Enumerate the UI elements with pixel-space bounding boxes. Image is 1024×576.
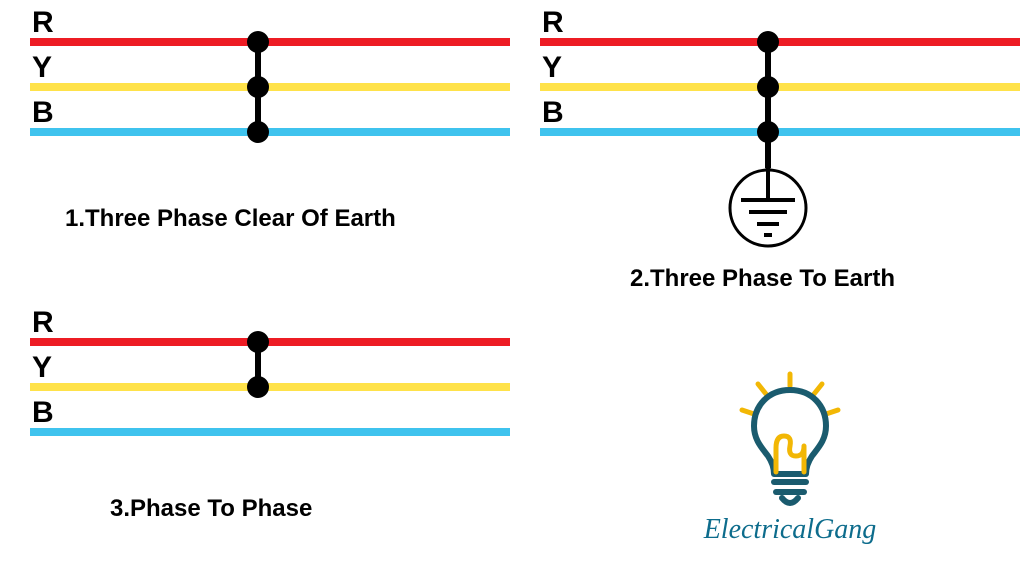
- logo: ElectricalGang: [680, 370, 900, 546]
- caption-1: 1.Three Phase Clear Of Earth: [65, 205, 396, 233]
- panel-three-phase-clear: R Y B 1.Three Phase Clear Of Earth: [10, 10, 510, 240]
- short-connector: [765, 38, 771, 168]
- bulb-icon: [730, 370, 850, 510]
- label-y: Y: [542, 51, 562, 85]
- label-r: R: [32, 6, 54, 40]
- caption-2: 2.Three Phase To Earth: [630, 265, 895, 293]
- line-r: [540, 38, 1020, 46]
- line-y: [540, 83, 1020, 91]
- label-b: B: [32, 96, 54, 130]
- label-r: R: [542, 6, 564, 40]
- node-y: [247, 376, 269, 398]
- node-r: [247, 31, 269, 53]
- label-b: B: [542, 96, 564, 130]
- logo-text: ElectricalGang: [680, 514, 900, 546]
- node-b: [247, 121, 269, 143]
- node-r: [757, 31, 779, 53]
- line-b: [540, 128, 1020, 136]
- node-y: [247, 76, 269, 98]
- ground-symbol: [727, 160, 809, 255]
- panel-phase-to-phase: R Y B 3.Phase To Phase: [10, 310, 510, 540]
- line-b: [30, 428, 510, 436]
- line-r: [30, 38, 510, 46]
- node-r: [247, 331, 269, 353]
- line-b: [30, 128, 510, 136]
- caption-3: 3.Phase To Phase: [110, 495, 312, 523]
- label-y: Y: [32, 351, 52, 385]
- label-y: Y: [32, 51, 52, 85]
- label-r: R: [32, 306, 54, 340]
- line-y: [30, 83, 510, 91]
- node-b: [757, 121, 779, 143]
- line-r: [30, 338, 510, 346]
- panel-three-phase-earth: R Y B 2.Three Phase To Earth: [520, 10, 1020, 300]
- label-b: B: [32, 396, 54, 430]
- line-y: [30, 383, 510, 391]
- node-y: [757, 76, 779, 98]
